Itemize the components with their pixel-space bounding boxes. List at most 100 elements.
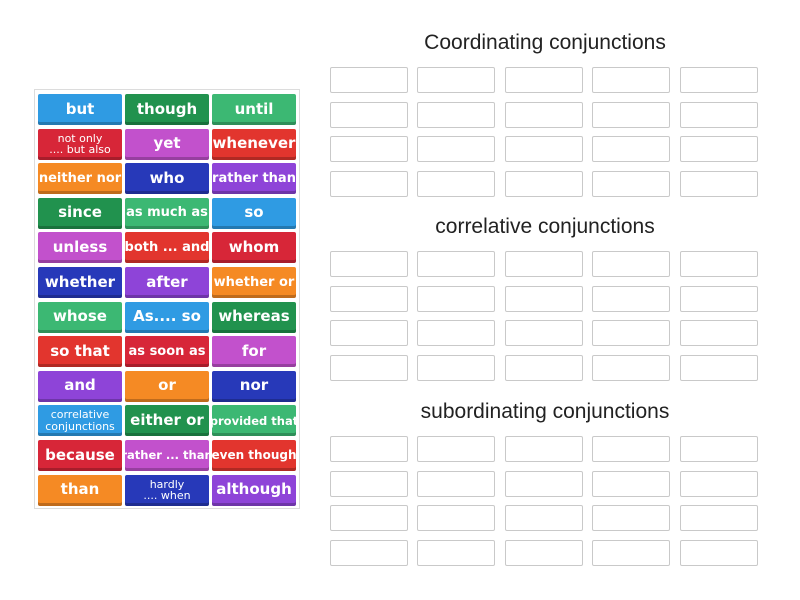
- group-title: correlative conjunctions: [435, 215, 655, 238]
- drop-slot[interactable]: [680, 436, 758, 462]
- draggable-tile[interactable]: whenever: [212, 128, 296, 160]
- drop-slot[interactable]: [505, 505, 583, 531]
- drop-slot[interactable]: [505, 539, 583, 566]
- drop-slot[interactable]: [417, 505, 495, 531]
- drop-slot[interactable]: [330, 170, 408, 197]
- drop-slot[interactable]: [417, 320, 495, 346]
- drop-slot[interactable]: [417, 251, 495, 277]
- draggable-tile[interactable]: whether: [38, 267, 122, 298]
- draggable-tile[interactable]: rather than: [212, 163, 296, 195]
- drop-slot[interactable]: [505, 320, 583, 346]
- drop-slot[interactable]: [417, 436, 495, 462]
- drop-slot[interactable]: [330, 436, 408, 462]
- draggable-tile[interactable]: after: [125, 267, 209, 298]
- draggable-tile[interactable]: so: [212, 197, 296, 229]
- drop-slot[interactable]: [592, 470, 670, 497]
- drop-slot[interactable]: [417, 354, 495, 381]
- drop-slot[interactable]: [417, 539, 495, 566]
- drop-slot[interactable]: [680, 285, 758, 312]
- drop-slot[interactable]: [680, 320, 758, 346]
- drop-slot[interactable]: [592, 436, 670, 462]
- draggable-tile[interactable]: whereas: [212, 301, 296, 333]
- draggable-tile[interactable]: correlative conjunctions: [38, 405, 122, 437]
- drop-slot[interactable]: [505, 470, 583, 497]
- draggable-tile[interactable]: not only.... but also: [38, 128, 122, 160]
- draggable-tile[interactable]: or: [125, 370, 209, 402]
- drop-slot[interactable]: [680, 170, 758, 197]
- drop-slot[interactable]: [417, 470, 495, 497]
- draggable-tile[interactable]: provided that: [212, 405, 296, 437]
- drop-slot[interactable]: [592, 285, 670, 312]
- draggable-tile[interactable]: as much as: [125, 197, 209, 229]
- draggable-tile[interactable]: whose: [38, 301, 122, 333]
- drop-slot[interactable]: [505, 170, 583, 197]
- drop-slot[interactable]: [505, 67, 583, 93]
- draggable-tile[interactable]: both ... and: [125, 232, 209, 264]
- drop-slot[interactable]: [680, 539, 758, 566]
- drop-slot[interactable]: [592, 251, 670, 277]
- draggable-tile[interactable]: even though: [212, 440, 296, 471]
- draggable-tile[interactable]: for: [212, 336, 296, 368]
- drop-slot[interactable]: [330, 320, 408, 346]
- drop-slot[interactable]: [505, 136, 583, 162]
- drop-slot[interactable]: [592, 67, 670, 93]
- drop-slot[interactable]: [417, 67, 495, 93]
- draggable-tile[interactable]: nor: [212, 370, 296, 402]
- drop-slot[interactable]: [592, 505, 670, 531]
- drop-slot[interactable]: [505, 251, 583, 277]
- drop-slot[interactable]: [330, 251, 408, 277]
- drop-slot[interactable]: [417, 101, 495, 128]
- drop-slot[interactable]: [592, 101, 670, 128]
- draggable-tile[interactable]: neither nor: [38, 163, 122, 195]
- drop-slot[interactable]: [592, 320, 670, 346]
- draggable-tile[interactable]: As.... so: [125, 301, 209, 333]
- draggable-tile[interactable]: though: [125, 94, 209, 125]
- draggable-tile[interactable]: until: [212, 94, 296, 125]
- draggable-tile[interactable]: either or: [125, 405, 209, 437]
- drop-slot[interactable]: [680, 251, 758, 277]
- group-title: Coordinating conjunctions: [424, 31, 666, 54]
- drop-slot[interactable]: [330, 67, 408, 93]
- drop-slot[interactable]: [417, 170, 495, 197]
- draggable-tile[interactable]: unless: [38, 232, 122, 264]
- draggable-tile[interactable]: than: [38, 474, 122, 506]
- draggable-tile[interactable]: rather ... than: [125, 440, 209, 471]
- drop-slot[interactable]: [417, 136, 495, 162]
- draggable-tile[interactable]: since: [38, 197, 122, 229]
- drop-slot[interactable]: [592, 539, 670, 566]
- drop-slot[interactable]: [330, 136, 408, 162]
- drop-slot[interactable]: [680, 354, 758, 381]
- drop-slot[interactable]: [330, 354, 408, 381]
- drop-slot[interactable]: [592, 170, 670, 197]
- draggable-tile[interactable]: hardly.... when: [125, 474, 209, 506]
- drop-slot[interactable]: [680, 470, 758, 497]
- drop-slot[interactable]: [330, 470, 408, 497]
- draggable-tile[interactable]: whether or: [212, 267, 296, 298]
- draggable-tile[interactable]: because: [38, 440, 122, 471]
- tile-bank: but though until not only.... but also yet wh…: [34, 89, 300, 509]
- drop-slot[interactable]: [330, 101, 408, 128]
- drop-slot[interactable]: [505, 436, 583, 462]
- draggable-tile[interactable]: but: [38, 94, 122, 125]
- drop-slot[interactable]: [505, 354, 583, 381]
- draggable-tile[interactable]: as soon as: [125, 336, 209, 368]
- drop-slot[interactable]: [592, 136, 670, 162]
- draggable-tile[interactable]: whom: [212, 232, 296, 264]
- drop-slot[interactable]: [680, 505, 758, 531]
- drop-slot[interactable]: [592, 354, 670, 381]
- drop-slot[interactable]: [417, 285, 495, 312]
- group-title: subordinating conjunctions: [420, 400, 670, 423]
- draggable-tile[interactable]: yet: [125, 128, 209, 160]
- draggable-tile[interactable]: and: [38, 370, 122, 402]
- drop-slot[interactable]: [680, 136, 758, 162]
- drop-slot[interactable]: [505, 101, 583, 128]
- drop-slot[interactable]: [330, 539, 408, 566]
- drop-slot[interactable]: [680, 101, 758, 128]
- draggable-tile[interactable]: although: [212, 474, 296, 506]
- draggable-tile[interactable]: who: [125, 163, 209, 195]
- drop-slot[interactable]: [505, 285, 583, 312]
- drop-slot[interactable]: [330, 505, 408, 531]
- drop-slot[interactable]: [680, 67, 758, 93]
- draggable-tile[interactable]: so that: [38, 336, 122, 368]
- drop-slot[interactable]: [330, 285, 408, 312]
